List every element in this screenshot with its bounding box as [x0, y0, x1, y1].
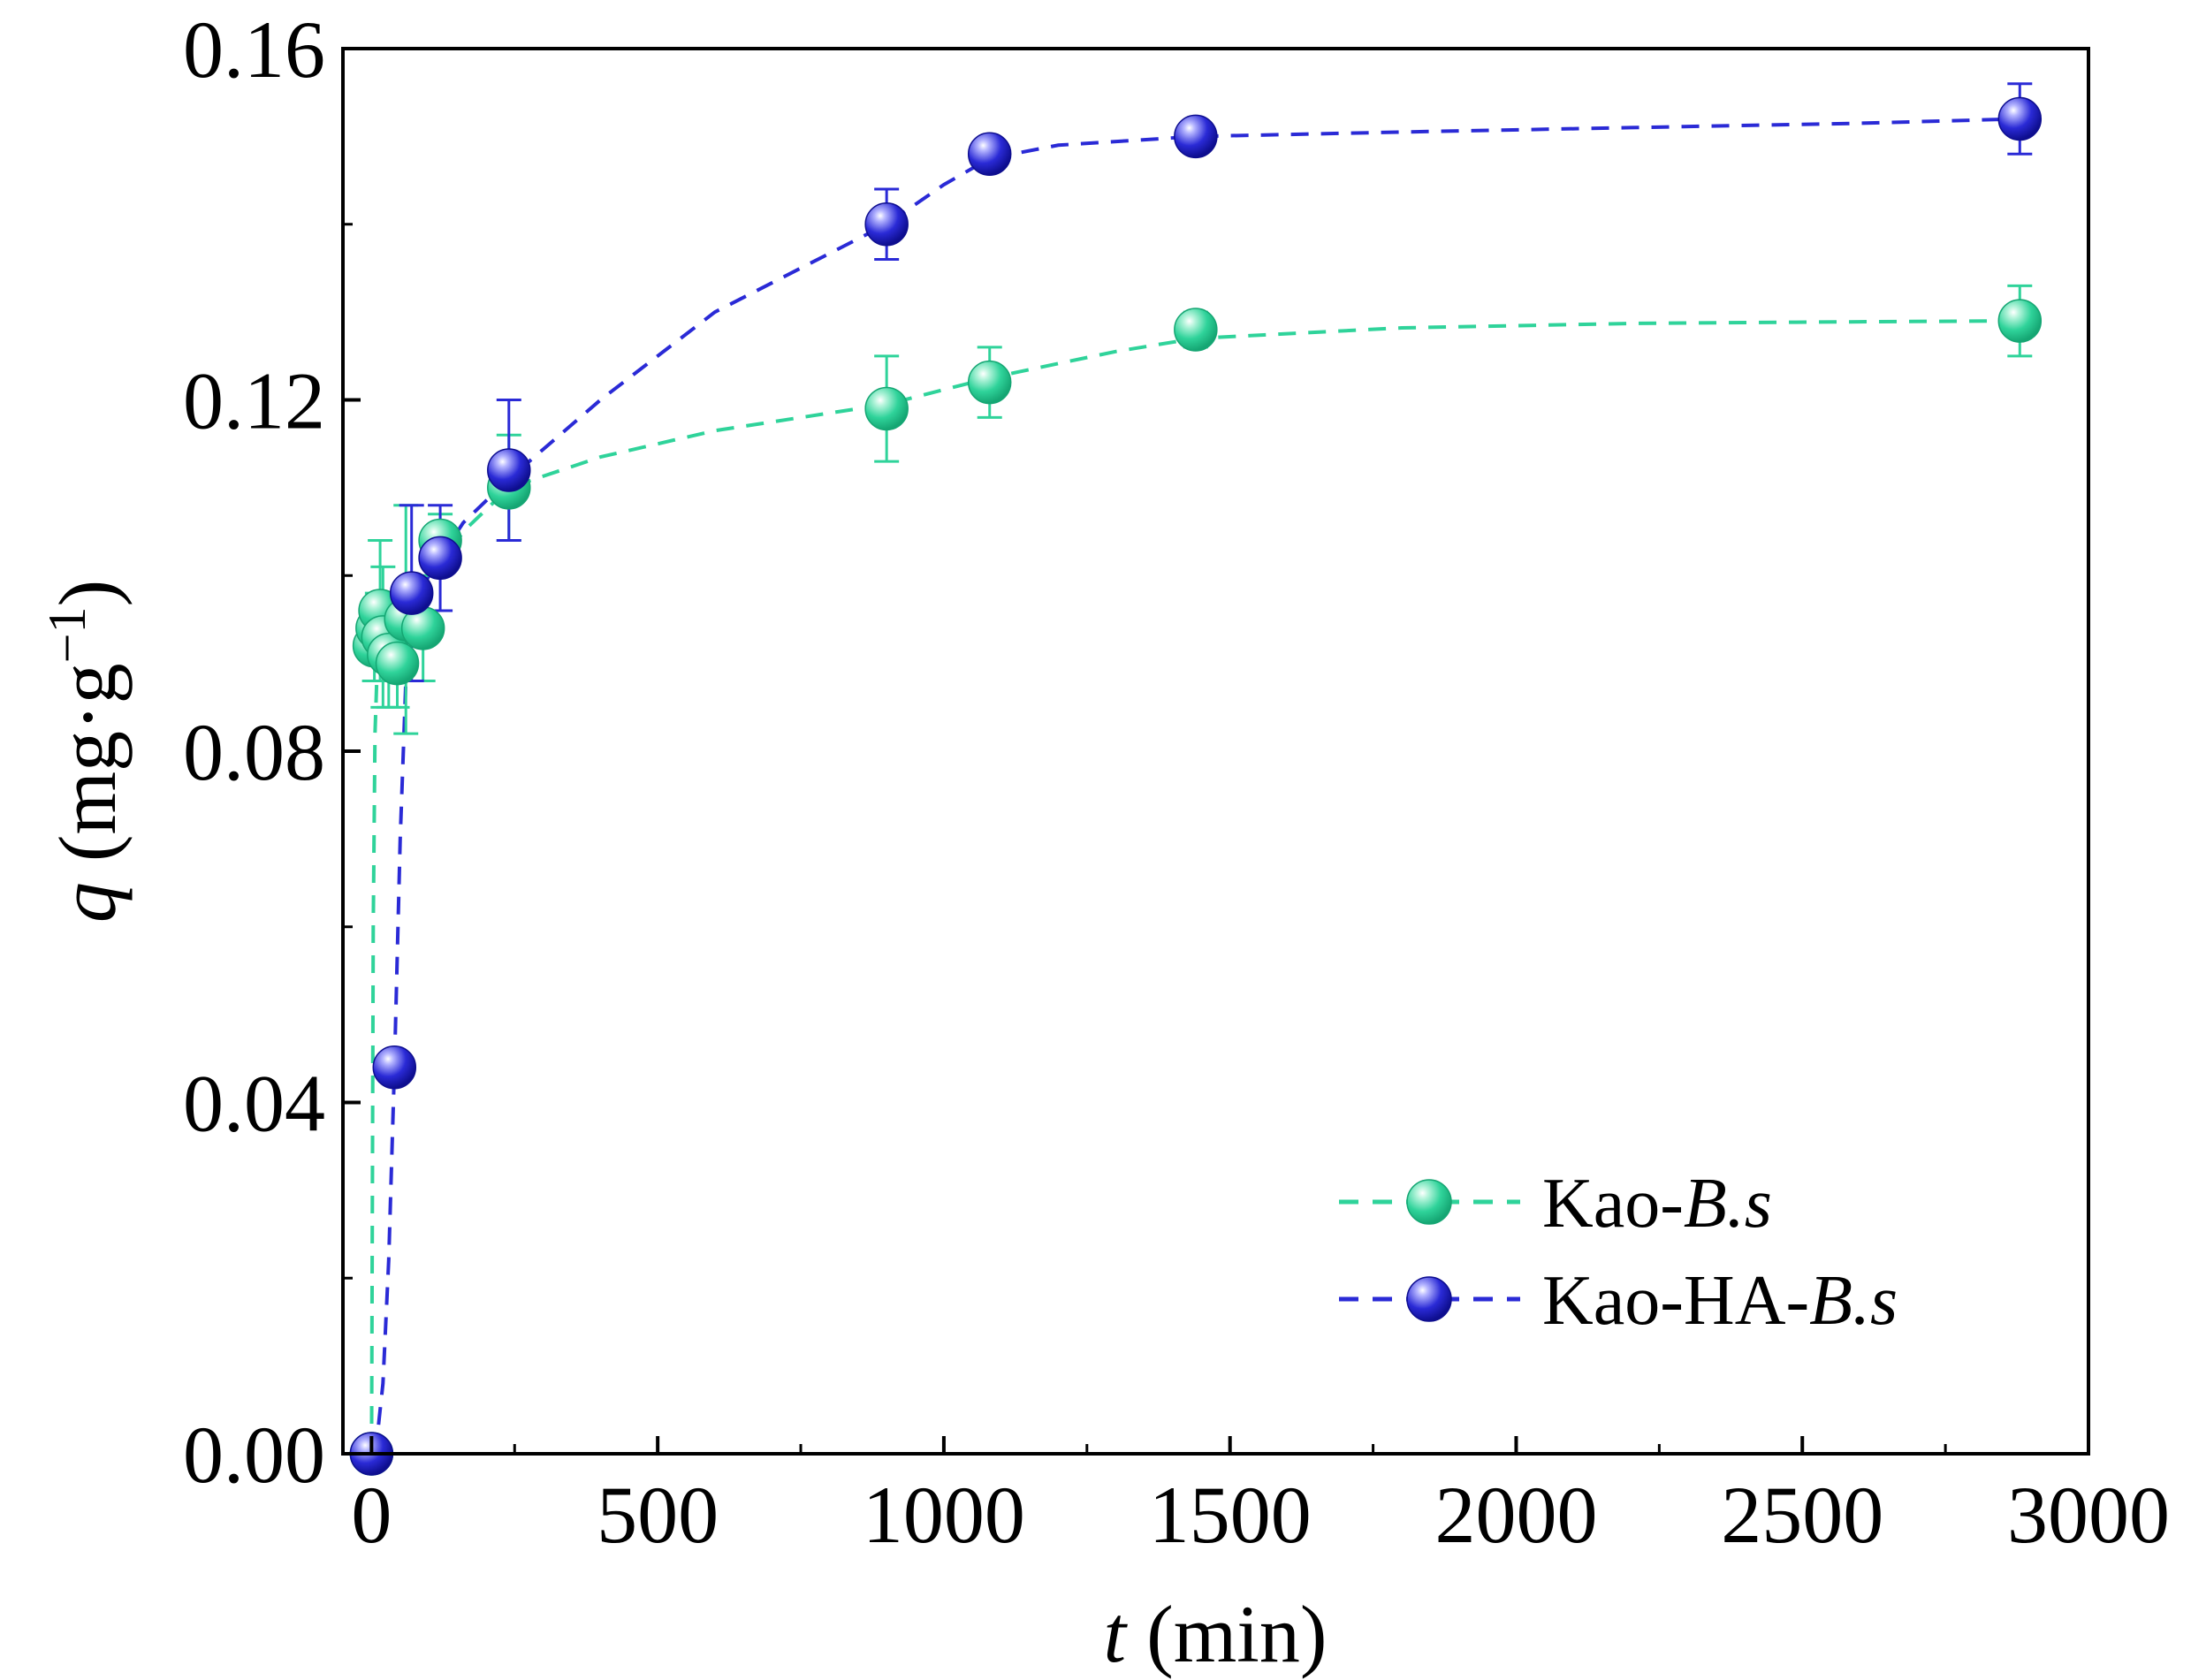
- fit-curves: [369, 117, 2020, 1455]
- axis-ticks: [343, 47, 2090, 1456]
- data-point-series-0: [1997, 299, 2043, 343]
- legend-marker-kao-bs: [1406, 1179, 1452, 1225]
- tick-labels: 0 500 1000 1500 2000 2500 3000 0.00 0.04 0.08 0.12…: [183, 4, 2170, 1560]
- fit-curve-series-0: [369, 319, 2020, 1455]
- y-tick-label: 0.04: [183, 1059, 325, 1149]
- data-point-series-1: [487, 448, 531, 492]
- data-point-series-1: [1174, 114, 1218, 159]
- x-tick-label: 1000: [863, 1470, 1025, 1560]
- error-bars: [361, 82, 2033, 735]
- data-point-series-0: [864, 386, 909, 431]
- x-tick-label: 2500: [1721, 1470, 1883, 1560]
- x-tick-label: 3000: [2007, 1470, 2170, 1560]
- data-point-series-1: [864, 202, 909, 247]
- data-point-series-0: [967, 360, 1012, 405]
- plot-frame: [341, 47, 2090, 1456]
- data-point-series-0: [375, 641, 420, 686]
- legend: Kao-B.s Kao-HA-B.s: [1339, 1165, 1898, 1340]
- y-tick-label: 0.08: [183, 707, 325, 797]
- y-axis-title: q (mg·g−1): [38, 580, 133, 923]
- legend-label-kao-ha-bs: Kao-HA-B.s: [1542, 1262, 1898, 1340]
- y-axis-title-group: q (mg·g−1): [38, 580, 133, 923]
- fit-curve-series-1: [369, 117, 2020, 1455]
- x-axis-title: t (min): [1104, 1589, 1328, 1679]
- x-tick-label: 500: [597, 1470, 719, 1560]
- x-tick-label: 1500: [1149, 1470, 1312, 1560]
- y-tick-label: 0.00: [183, 1410, 325, 1500]
- data-point-series-1: [418, 536, 462, 581]
- data-points: [349, 96, 2043, 1476]
- y-tick-label: 0.16: [183, 4, 325, 95]
- data-point-series-1: [967, 132, 1012, 176]
- data-point-series-1: [389, 571, 434, 615]
- legend-entry-kao-bs: Kao-B.s: [1339, 1165, 1772, 1243]
- x-tick-label: 0: [351, 1470, 392, 1560]
- legend-entry-kao-ha-bs: Kao-HA-B.s: [1339, 1262, 1898, 1340]
- data-point-series-1: [1997, 96, 2043, 141]
- data-point-series-1: [372, 1045, 417, 1090]
- legend-marker-kao-ha-bs: [1406, 1276, 1452, 1322]
- y-tick-label: 0.12: [183, 356, 325, 446]
- data-point-series-0: [1174, 308, 1218, 352]
- legend-label-kao-bs: Kao-B.s: [1542, 1165, 1772, 1243]
- x-tick-label: 2000: [1434, 1470, 1597, 1560]
